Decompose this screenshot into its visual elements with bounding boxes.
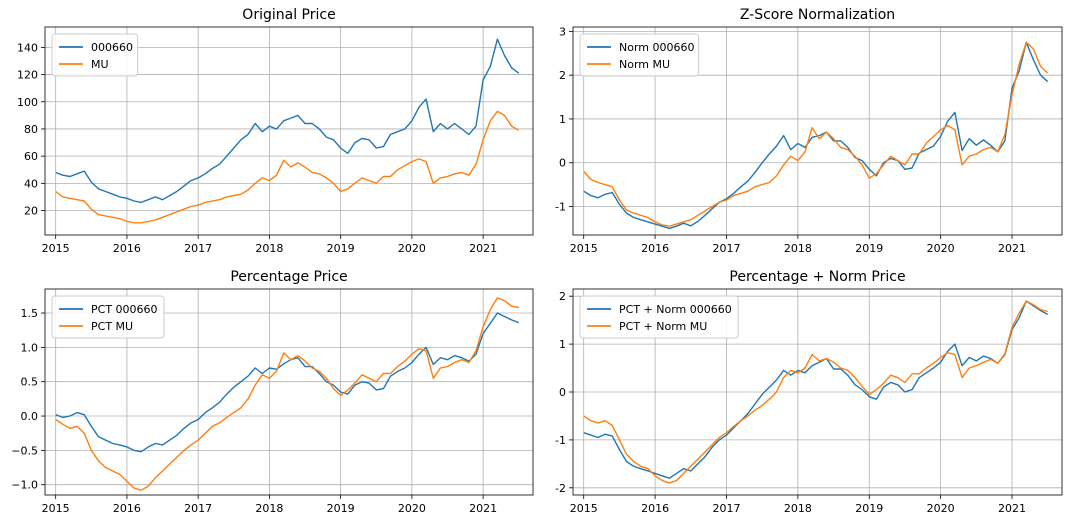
y-tick-label: −1.0 xyxy=(11,479,38,492)
x-tick-label: 2018 xyxy=(784,242,812,255)
x-tick-label: 2019 xyxy=(327,242,355,255)
x-tick-label: 2020 xyxy=(398,242,426,255)
x-tick-label: 2019 xyxy=(855,242,883,255)
x-tick-label: 2020 xyxy=(927,502,955,515)
y-tick-label: 100 xyxy=(17,96,38,109)
chart-title: Z-Score Normalization xyxy=(740,7,895,23)
y-tick-label: 40 xyxy=(24,177,38,190)
x-tick-label: 2019 xyxy=(855,502,883,515)
plot-frame xyxy=(44,288,534,496)
y-tick-label: 1 xyxy=(559,338,566,351)
y-tick-label: 1.5 xyxy=(21,307,39,320)
chart-title: Percentage Price xyxy=(230,269,347,285)
y-tick-label: −0.5 xyxy=(11,444,38,457)
x-tick-label: 2020 xyxy=(927,242,955,255)
legend-label: MU xyxy=(91,58,109,71)
legend-box xyxy=(579,33,700,77)
series-line-blue xyxy=(583,41,1049,230)
x-tick-label: 2019 xyxy=(327,502,355,515)
x-tick-label: 2017 xyxy=(712,242,740,255)
plot-frame xyxy=(44,26,534,236)
x-tick-label: 2021 xyxy=(469,502,497,515)
legend-label: PCT MU xyxy=(91,320,133,333)
x-tick-label: 2020 xyxy=(398,502,426,515)
y-tick-label: -1 xyxy=(555,434,566,447)
y-tick-label: 0 xyxy=(559,386,566,399)
legend-box xyxy=(579,295,739,339)
legend: PCT + Norm 000660 PCT + Norm MU xyxy=(579,295,739,339)
x-tick-label: 2016 xyxy=(113,502,141,515)
plot-frame xyxy=(572,26,1063,236)
y-tick-label: 3 xyxy=(559,25,566,38)
x-tick-label: 2015 xyxy=(42,242,70,255)
legend-label: 000660 xyxy=(91,41,133,54)
series-line-blue xyxy=(55,312,520,453)
x-tick-label: 2016 xyxy=(641,502,669,515)
legend-label: PCT 000660 xyxy=(91,303,158,316)
y-tick-label: 20 xyxy=(24,205,38,218)
x-tick-label: 2015 xyxy=(42,502,70,515)
legend: 000660 MU xyxy=(51,33,139,77)
x-tick-label: 2021 xyxy=(998,242,1026,255)
x-tick-label: 2018 xyxy=(255,242,283,255)
x-tick-label: 2016 xyxy=(641,242,669,255)
y-tick-label: 120 xyxy=(17,69,38,82)
y-tick-label: 1.0 xyxy=(21,341,39,354)
y-tick-label: -1 xyxy=(555,201,566,214)
series-line-orange xyxy=(55,110,520,224)
series-line-orange xyxy=(55,297,519,491)
legend-label: PCT + Norm 000660 xyxy=(619,303,732,316)
x-tick-label: 2021 xyxy=(998,502,1026,515)
x-tick-label: 2021 xyxy=(469,242,497,255)
y-tick-label: 0.0 xyxy=(21,410,39,423)
legend-box xyxy=(51,33,139,77)
series-line-orange xyxy=(583,300,1048,484)
chart-title: Original Price xyxy=(242,7,335,23)
series-line-orange xyxy=(583,41,1049,227)
chart-panel-4: Percentage + Norm Price 2015 2016 2017 2018 2… xyxy=(555,269,1063,515)
x-tick-label: 2015 xyxy=(570,502,598,515)
y-tick-label: 140 xyxy=(17,41,38,54)
x-tick-label: 2016 xyxy=(113,242,141,255)
legend: Norm 000660 Norm MU xyxy=(579,33,700,77)
series-line-blue xyxy=(55,38,520,204)
series-line-blue xyxy=(583,300,1049,479)
chart-title: Percentage + Norm Price xyxy=(729,269,905,285)
y-tick-label: 80 xyxy=(24,123,38,136)
y-tick-label: 60 xyxy=(24,150,38,163)
x-tick-label: 2018 xyxy=(784,502,812,515)
legend-label: Norm MU xyxy=(619,58,670,71)
legend-label: Norm 000660 xyxy=(619,41,695,54)
legend-box xyxy=(51,295,165,339)
legend-label: PCT + Norm MU xyxy=(619,320,707,333)
y-tick-label: 0.5 xyxy=(21,376,39,389)
y-tick-label: 1 xyxy=(559,113,566,126)
y-tick-label: 2 xyxy=(559,69,566,82)
chart-panel-3: Percentage Price 2015 2016 2017 2018 2019 2020… xyxy=(11,269,534,515)
x-tick-label: 2017 xyxy=(712,502,740,515)
x-tick-label: 2017 xyxy=(184,502,212,515)
x-tick-label: 2017 xyxy=(184,242,212,255)
y-tick-label: -2 xyxy=(555,482,566,495)
x-tick-label: 2018 xyxy=(255,502,283,515)
y-tick-label: 2 xyxy=(559,290,566,303)
legend: PCT 000660 PCT MU xyxy=(51,295,165,339)
y-tick-label: 0 xyxy=(559,157,566,170)
x-tick-label: 2015 xyxy=(570,242,598,255)
